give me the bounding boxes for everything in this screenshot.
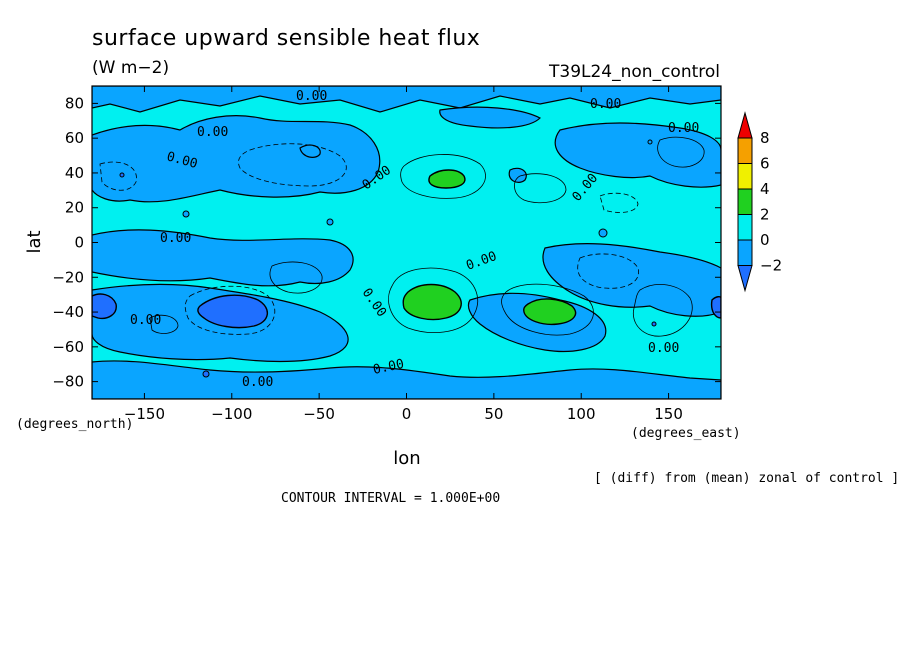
x-tick-label: 150 <box>654 405 683 423</box>
colorbar-box <box>737 239 753 266</box>
y-tick-label: −80 <box>52 373 84 391</box>
y-tick-label: 80 <box>65 94 84 112</box>
contour-label: 0.00 <box>130 313 161 328</box>
colorbar-label: 8 <box>760 129 770 147</box>
colorbar-label: 4 <box>760 180 770 198</box>
contour-label: 0.00 <box>590 97 621 112</box>
negative-band-regions <box>92 86 721 399</box>
y-tick-label: 60 <box>65 129 84 147</box>
contour-label: 0.00 <box>197 125 228 140</box>
y-tick-label: 0 <box>74 234 84 252</box>
colorbar-box <box>737 214 753 241</box>
strong-negative-regions <box>92 293 721 329</box>
colorbar-label: 2 <box>760 206 770 224</box>
y-tick-label: −60 <box>52 338 84 356</box>
y-tick-label: −40 <box>52 303 84 321</box>
diff-note: [ (diff) from (mean) zonal of control ] <box>594 471 899 486</box>
y-axis: 80 60 40 20 0 −20 −40 −60 −80 <box>52 94 721 391</box>
x-tick-label: −50 <box>303 405 335 423</box>
contour-label: 0.00 <box>242 375 273 390</box>
thin-solid-contours <box>149 136 705 337</box>
colorbar-box <box>737 188 753 215</box>
x-tick-label: 100 <box>567 405 596 423</box>
y-unit-label: (degrees_north) <box>16 417 133 432</box>
contour-interval-text: CONTOUR INTERVAL = 1.000E+00 <box>281 491 500 506</box>
colorbar-bottom-triangle <box>737 265 753 293</box>
x-tick-label: −150 <box>124 405 165 423</box>
x-axis-label: lon <box>393 448 420 469</box>
x-tick-label: 50 <box>484 405 503 423</box>
x-tick-label: −100 <box>211 405 252 423</box>
contour-field <box>92 86 721 399</box>
y-axis-label: lat <box>24 230 45 253</box>
y-tick-label: 40 <box>65 164 84 182</box>
small-features <box>119 139 657 378</box>
contour-label: 0.00 <box>372 357 406 378</box>
dashed-contours <box>99 143 639 335</box>
chart-title: surface upward sensible heat flux <box>92 26 480 51</box>
chart-units: (W m−2) <box>92 58 169 78</box>
colorbar-label: 0 <box>760 231 770 249</box>
colorbar-label: −2 <box>760 257 782 275</box>
x-axis: −150 −100 −50 0 50 100 150 <box>124 86 683 423</box>
y-tick-label: 20 <box>65 199 84 217</box>
run-label: T39L24_non_control <box>548 62 720 82</box>
colorbar-label: 6 <box>760 155 770 173</box>
contour-label: 0.00 <box>296 89 327 104</box>
colorbar: 8 6 4 2 0 −2 <box>737 111 782 293</box>
colorbar-box <box>737 163 753 190</box>
x-unit-label: (degrees_east) <box>631 426 741 441</box>
colorbar-top-triangle <box>737 111 753 139</box>
contour-label: 0.00 <box>160 231 191 246</box>
colorbar-box <box>737 137 753 164</box>
x-tick-label: 0 <box>402 405 412 423</box>
contour-label: 0.00 <box>668 121 699 136</box>
positive-anomaly-regions <box>402 169 577 326</box>
contour-label: 0.00 <box>648 341 679 356</box>
y-tick-label: −20 <box>52 268 84 286</box>
